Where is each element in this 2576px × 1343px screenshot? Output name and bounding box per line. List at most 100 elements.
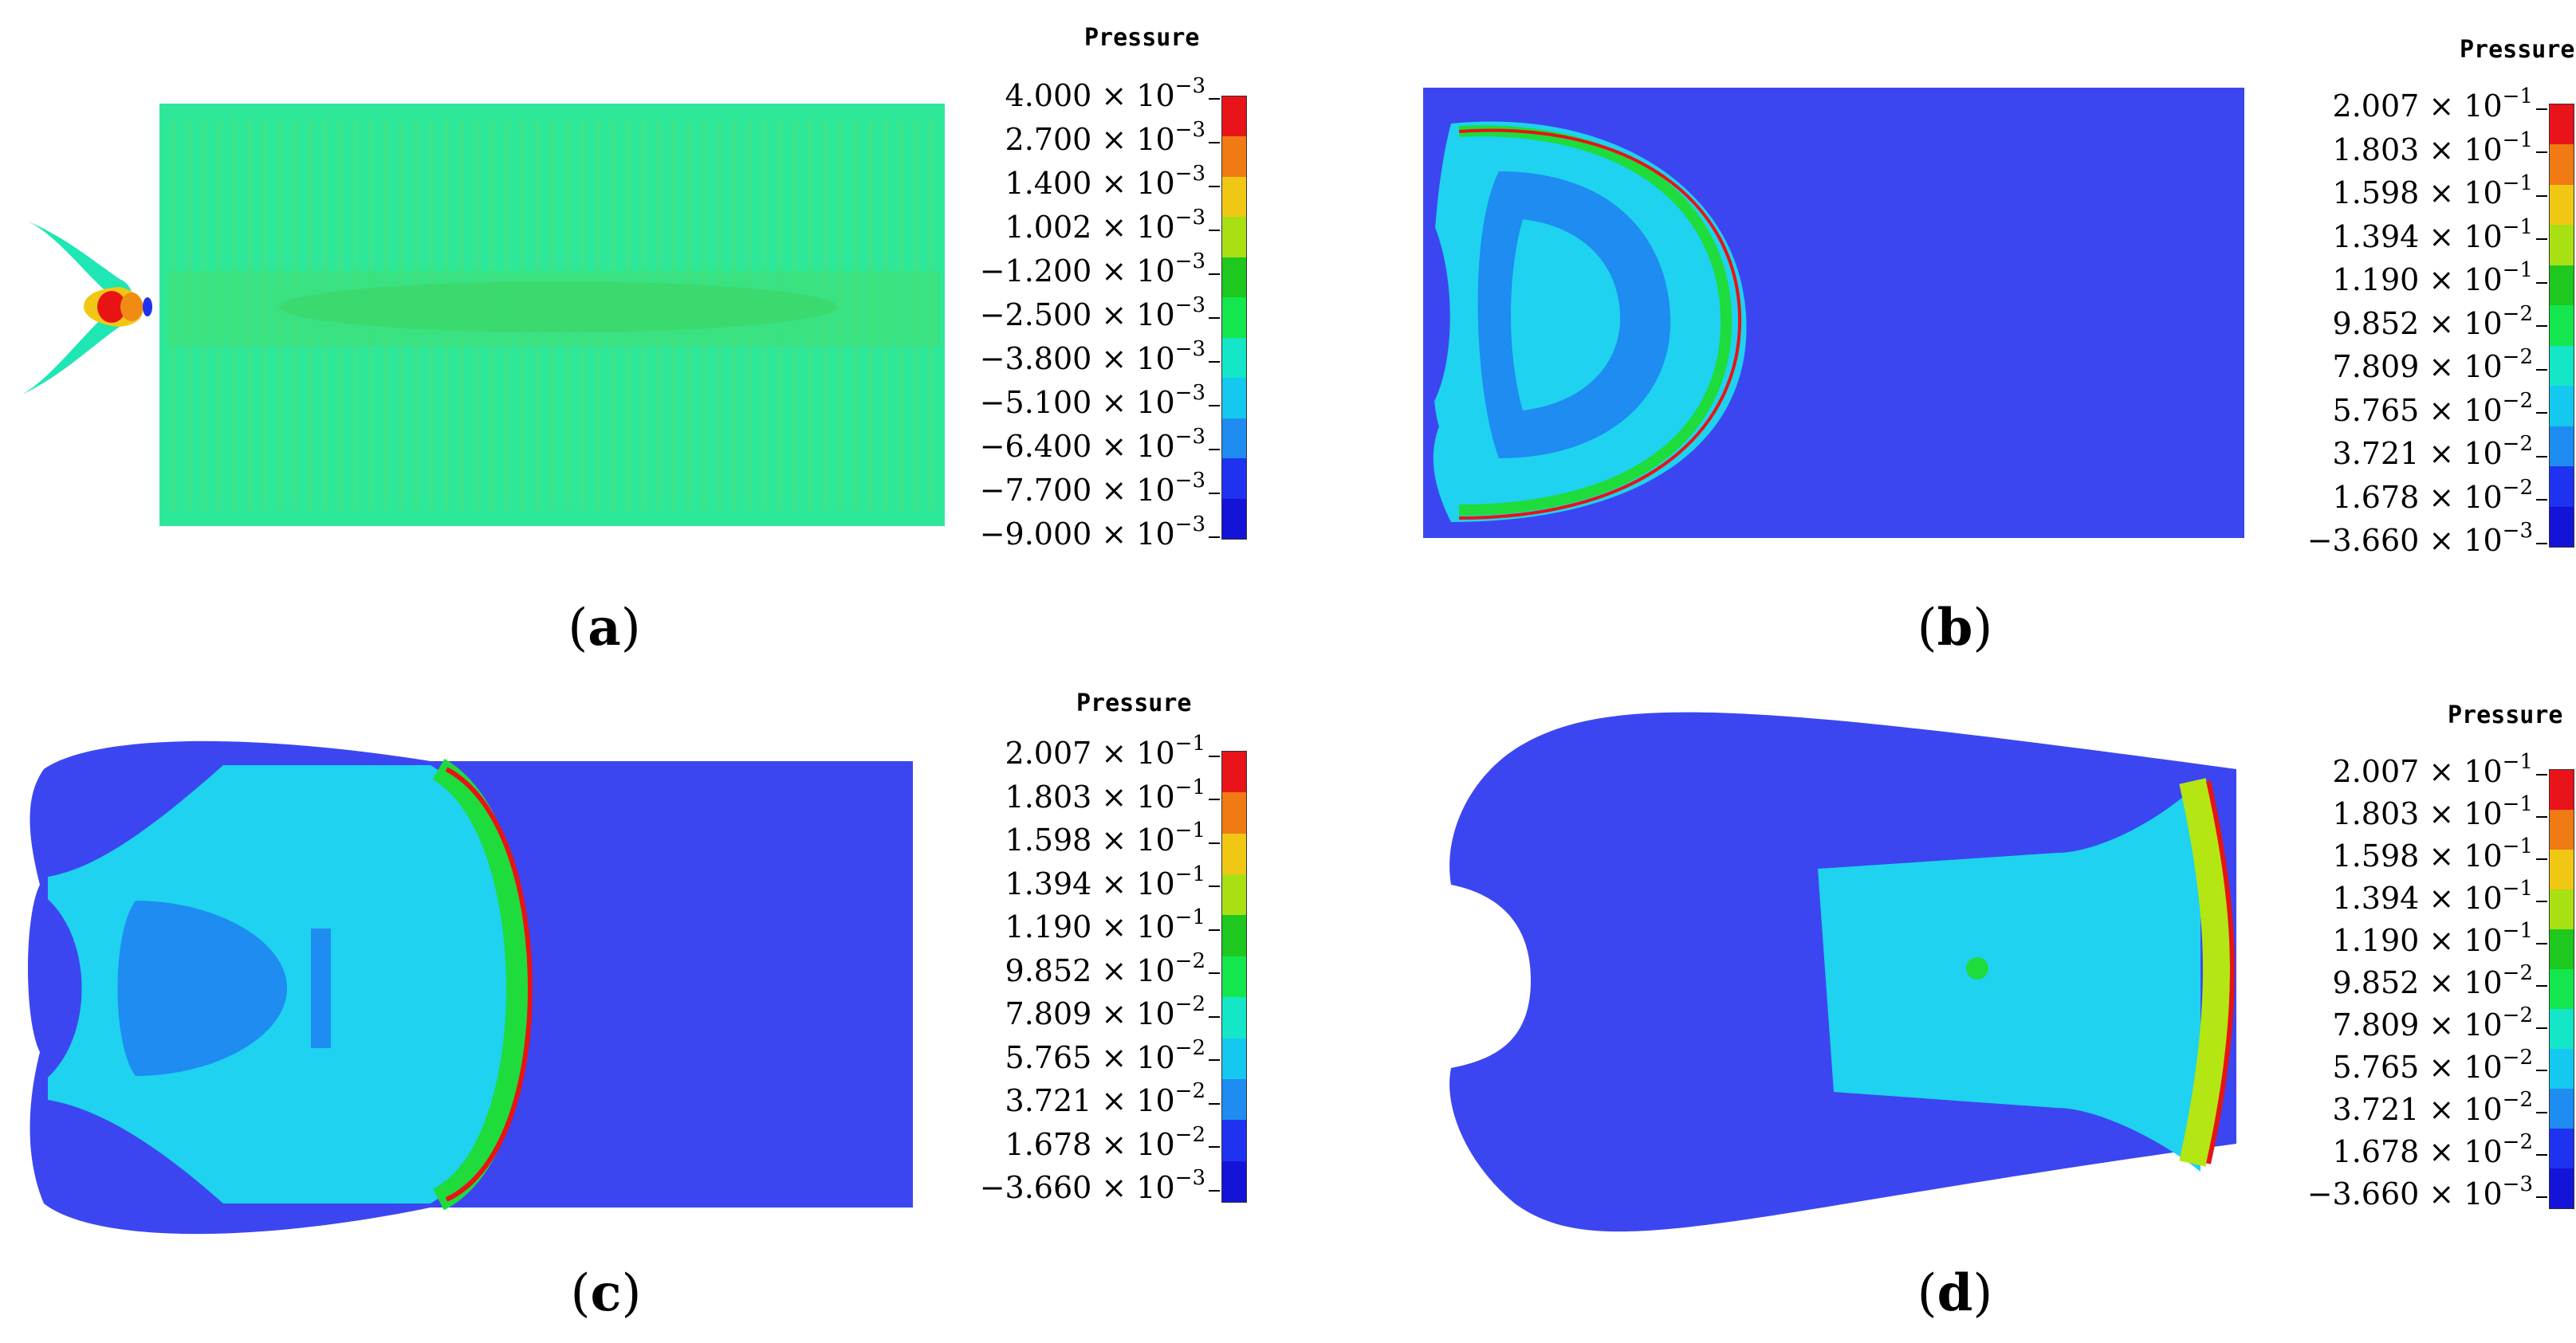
tick-mark [2536, 858, 2547, 860]
colorbar-segment [1222, 956, 1246, 998]
colorbar [1221, 751, 1247, 1203]
caption-c: (c) [570, 1263, 642, 1323]
legend-tick-label: 1.678 × 10−2 [2332, 477, 2547, 515]
tick-exponent: −3 [2502, 1172, 2533, 1196]
tick-mark [1209, 360, 1220, 363]
charge-wing-shape [22, 219, 133, 395]
colorbar-segment [2550, 225, 2574, 265]
colorbar-segment [2550, 265, 2574, 306]
legend-tick-label: 7.809 × 10−2 [1005, 994, 1220, 1031]
legend-tick-label: 5.765 × 10−2 [2333, 391, 2547, 426]
colorbar-segment [1222, 833, 1246, 875]
legend-tick-label: 1.598 × 10−1 [1005, 820, 1220, 858]
tick-mantissa: −3.800 × 10 [979, 341, 1175, 376]
tick-exponent: −3 [1174, 249, 1205, 273]
pressure-contour-plot-a [22, 104, 945, 526]
legend-d: Pressure 2.007 × 10−1 1.803 × 10−1 1.598 ×… [2196, 701, 2574, 1243]
tick-mantissa: −2.500 × 10 [979, 297, 1175, 332]
colorbar-segment [1222, 792, 1246, 834]
colorbar-segment [1222, 378, 1246, 418]
colorbar-segment [2550, 184, 2574, 226]
legend-tick-label: 1.394 × 10−1 [2332, 878, 2547, 916]
tick-mark [1209, 273, 1220, 275]
legend-tick-label: 1.803 × 10−1 [2333, 130, 2547, 165]
colorbar-segment [2550, 1168, 2574, 1208]
tick-exponent: −2 [2502, 1003, 2533, 1027]
legend-tick-label: −3.660 × 10−3 [980, 1168, 1220, 1203]
tick-mark [1209, 799, 1220, 800]
legend-ticks: 4.000 × 10−3 2.700 × 10−3 1.400 × 10−3 1.00… [925, 16, 1220, 558]
tick-exponent: −2 [2502, 1130, 2533, 1154]
tick-mantissa: 9.852 × 10 [1005, 952, 1175, 988]
legend-tick-label: −6.400 × 10−3 [979, 426, 1220, 464]
pressure-contour-plot-b [1423, 88, 2244, 538]
tick-mantissa: 5.765 × 10 [1005, 1039, 1175, 1075]
shock-band-d [2179, 778, 2231, 1167]
shock-edge-b [1458, 128, 1742, 520]
colorbar-segment [1222, 1160, 1246, 1202]
tick-mark [1209, 185, 1220, 187]
tick-mark [2536, 942, 2547, 944]
legend-tick-label: 2.007 × 10−1 [2333, 86, 2547, 121]
tick-exponent: −1 [2502, 919, 2533, 943]
tick-mark [2536, 281, 2547, 284]
tick-mantissa: 5.765 × 10 [2332, 1050, 2503, 1085]
colorbar [2549, 104, 2574, 548]
tick-exponent: −1 [1174, 905, 1205, 929]
legend-tick-label: −7.700 × 10−3 [980, 470, 1220, 505]
tick-mantissa: 7.809 × 10 [1005, 996, 1175, 1031]
legend-tick-label: −1.200 × 10−3 [980, 251, 1220, 286]
tick-exponent: −3 [1174, 469, 1205, 493]
tick-exponent: −1 [2502, 171, 2533, 195]
legend-c: Pressure 2.007 × 10−1 1.803 × 10−1 1.598 ×… [925, 677, 1276, 1235]
tick-mantissa: 1.394 × 10 [2332, 218, 2503, 254]
tick-mark [2536, 1027, 2547, 1029]
legend-tick-label: 4.000 × 10−3 [1005, 76, 1220, 113]
colorbar-segment [1222, 257, 1246, 298]
tick-mantissa: 1.678 × 10 [1005, 1126, 1175, 1162]
tick-exponent: −1 [1174, 775, 1205, 799]
colorbar [2549, 769, 2574, 1209]
tick-exponent: −2 [2502, 388, 2533, 413]
tick-mark [1209, 842, 1220, 844]
legend-title: Pressure [1076, 689, 1192, 717]
tick-mantissa: −6.400 × 10 [979, 429, 1175, 464]
legend-tick-label: 1.394 × 10−1 [1005, 864, 1220, 899]
left-notch-c [40, 893, 82, 1084]
colorbar-segment [1222, 997, 1246, 1039]
tick-exponent: −2 [2502, 432, 2533, 456]
legend-tick-label: 1.803 × 10−1 [1005, 777, 1220, 812]
tick-mantissa: 3.721 × 10 [2332, 436, 2503, 471]
legend-title: Pressure [1084, 24, 1200, 52]
tick-mantissa: 1.678 × 10 [2332, 1134, 2503, 1169]
colorbar-segment [2550, 386, 2574, 426]
tick-mantissa: 4.000 × 10 [1005, 78, 1175, 113]
colorbar-segment [2550, 305, 2574, 346]
tick-exponent: −2 [2502, 1088, 2533, 1112]
shock-edge-c [445, 767, 533, 1202]
tick-mantissa: 1.598 × 10 [1005, 823, 1175, 858]
tick-mark [1209, 886, 1220, 887]
tick-exponent: −2 [1174, 992, 1205, 1016]
legend-tick-label: 2.007 × 10−1 [2333, 752, 2547, 787]
central-band-core [279, 281, 837, 332]
colorbar-segment [2550, 345, 2574, 387]
tick-mantissa: 1.678 × 10 [2332, 479, 2503, 515]
legend-ticks: 2.007 × 10−1 1.803 × 10−1 1.598 × 10−1 1.39… [2196, 701, 2547, 1243]
tick-exponent: −2 [1174, 1122, 1205, 1147]
panel-c: Pressure 2.007 × 10−1 1.803 × 10−1 1.598 ×… [0, 677, 1276, 1343]
tick-exponent: −2 [2502, 301, 2533, 326]
legend-a: Pressure 4.000 × 10−3 2.700 × 10−3 1.400 ×… [925, 16, 1276, 558]
legend-ticks: 2.007 × 10−1 1.803 × 10−1 1.598 × 10−1 1.39… [2196, 24, 2547, 566]
colorbar-segment [2550, 929, 2574, 969]
tick-mark [2536, 815, 2547, 818]
tick-mantissa: 1.002 × 10 [1005, 210, 1175, 245]
tick-mantissa: 3.721 × 10 [2332, 1092, 2503, 1127]
tick-mark [2536, 1153, 2547, 1156]
tick-mark [1209, 141, 1220, 143]
tick-mantissa: 1.394 × 10 [2332, 881, 2503, 916]
tick-exponent: −2 [2502, 961, 2533, 985]
tick-mantissa: 1.190 × 10 [2332, 262, 2503, 297]
tick-mantissa: 7.809 × 10 [2332, 1007, 2503, 1043]
tick-mark [1209, 492, 1220, 494]
